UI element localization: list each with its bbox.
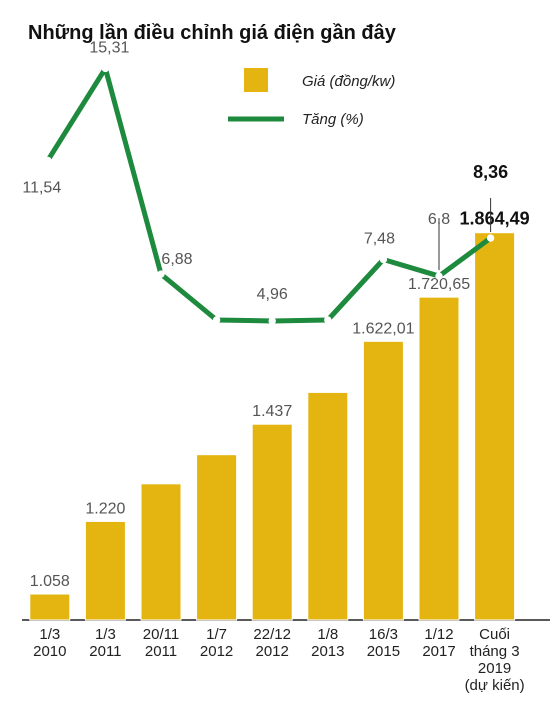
- line-point-0: [44, 156, 52, 165]
- line-point-2: [157, 270, 165, 278]
- bar-series: [29, 232, 516, 621]
- bar-6: [362, 340, 404, 621]
- bar-7: [418, 296, 460, 621]
- leader-lines: [438, 198, 492, 271]
- line-value-label-2: 6,88: [161, 251, 192, 268]
- line-value-label-1: 15,31: [89, 39, 129, 56]
- line-points: [44, 64, 495, 325]
- line-point-1: [101, 64, 110, 73]
- x-tick-label-0: 1/3 2010: [33, 626, 66, 660]
- line-labels: 11,54 15,31 6,88 4,96 7,48 6,8 8,36: [22, 39, 508, 303]
- bar-value-label-1: 1.220: [85, 500, 125, 517]
- bar-4: [251, 423, 293, 621]
- legend: Giá (đồng/kw) Tăng (%): [228, 68, 395, 128]
- x-tick-labels: 1/3 2010 1/3 2011 20/11 2011 1/7 2012 22/12 2012 1…: [33, 626, 525, 694]
- bar-value-label-6: 1.622,01: [352, 320, 414, 337]
- line-value-label-7: 6,8: [428, 211, 450, 228]
- x-tick-label-7: 1/12 2017: [422, 626, 455, 660]
- line-point-4: [268, 317, 276, 325]
- bar-value-label-7: 1.720,65: [408, 276, 470, 293]
- x-tick-label-8: Cuối tháng 3 2019 (dự kiến): [465, 626, 525, 694]
- bar-8: [474, 232, 516, 621]
- x-tick-label-4: 22/12 2012: [253, 626, 291, 660]
- x-tick-label-5: 1/8 2013: [311, 626, 344, 660]
- line-point-5: [324, 316, 332, 324]
- line-value-label-0: 11,54: [22, 179, 61, 196]
- line-value-label-6: 7,48: [364, 230, 395, 247]
- line-point-8: [486, 234, 495, 242]
- x-tick-label-3: 1/7 2012: [200, 626, 233, 660]
- x-tick-label-6: 16/3 2015: [367, 626, 400, 660]
- bar-value-label-8: 1.864,49: [460, 209, 530, 229]
- bar-value-label-0: 1.058: [30, 573, 70, 590]
- x-tick-label-1: 1/3 2011: [89, 626, 121, 660]
- bar-2: [140, 483, 182, 621]
- bar-value-label-4: 1.437: [252, 403, 292, 420]
- line-point-7: [435, 272, 443, 280]
- legend-bar-swatch: [244, 68, 268, 92]
- x-tick-label-2: 20/11 2011: [143, 626, 179, 660]
- legend-line-label: Tăng (%): [302, 111, 364, 128]
- bar-1: [84, 520, 126, 621]
- line-point-6: [379, 255, 388, 264]
- line-value-label-8: 8,36: [473, 162, 508, 182]
- line-point-3: [212, 316, 221, 324]
- bar-0: [29, 593, 71, 621]
- bar-labels: 1.058 1.220 1.437 1.622,01 1.720,65 1.864,49: [30, 209, 530, 590]
- bar-5: [307, 391, 349, 621]
- bar-3: [196, 454, 238, 621]
- line-value-label-4: 4,96: [257, 286, 288, 303]
- legend-bar-label: Giá (đồng/kw): [302, 73, 395, 90]
- chart-title: Những lần điều chỉnh giá điện gần đây: [28, 22, 397, 44]
